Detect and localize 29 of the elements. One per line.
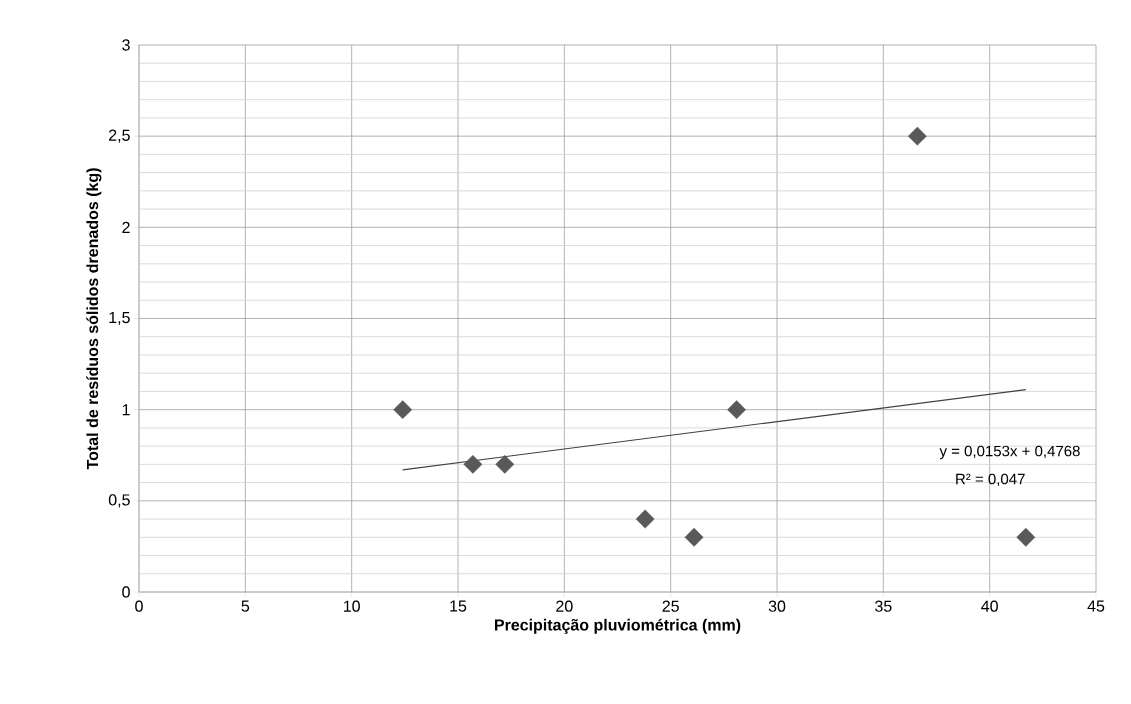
point (907, 126, 927, 146)
point (1016, 527, 1036, 547)
annotation: y = 0,0153x + 0,4768 (939, 445, 1080, 460)
y-tick-label: 1,5 (109, 311, 130, 326)
x-tick-label: 45 (1087, 600, 1105, 612)
y-tick-label: 2 (122, 221, 130, 233)
y-tick-label: 2,5 (109, 129, 130, 143)
y-axis-title: Total de resíduos sólidos drenados (kg) (86, 168, 102, 470)
x-tick-label: 25 (662, 600, 679, 612)
y-tick-label: 1 (122, 404, 130, 416)
x-tick-label: 15 (450, 600, 467, 612)
x-tick-label: 40 (981, 600, 998, 612)
y-tick-label: 3 (122, 39, 130, 51)
x-tick-label: 5 (241, 600, 250, 612)
point (635, 509, 655, 529)
point (495, 454, 515, 474)
y-tick-label: 0 (122, 586, 130, 598)
x-tick-label: 20 (556, 600, 573, 612)
point (684, 527, 704, 547)
x-tick-label: 0 (135, 600, 143, 612)
point (463, 454, 483, 474)
x-tick-label: 35 (875, 600, 892, 612)
x-axis-title: Precipitação pluviométrica (mm) (494, 618, 741, 634)
point (727, 400, 746, 420)
annotation: R² = 0,047 (956, 473, 1025, 487)
x-tick-label: 30 (768, 600, 786, 612)
point (393, 400, 413, 420)
x-tick-label: 10 (343, 600, 360, 612)
y-tick-label: 0,5 (108, 494, 130, 508)
